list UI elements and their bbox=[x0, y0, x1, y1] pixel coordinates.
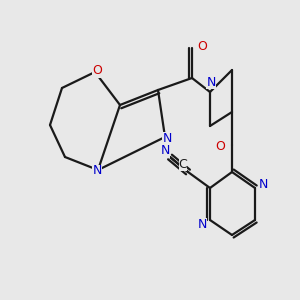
Text: N: N bbox=[160, 145, 170, 158]
Text: O: O bbox=[215, 140, 225, 154]
Text: N: N bbox=[162, 131, 172, 145]
Text: N: N bbox=[92, 164, 102, 178]
Text: O: O bbox=[197, 40, 207, 53]
Text: C: C bbox=[178, 158, 188, 170]
Text: N: N bbox=[258, 178, 268, 190]
Text: O: O bbox=[92, 64, 102, 77]
Text: N: N bbox=[197, 218, 207, 230]
Text: N: N bbox=[206, 76, 216, 88]
